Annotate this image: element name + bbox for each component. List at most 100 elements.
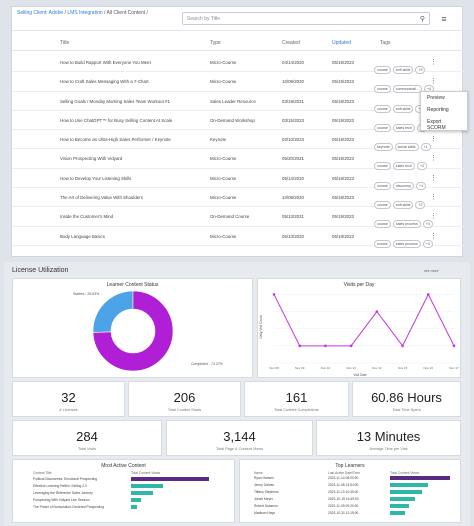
donut-slice-started[interactable]: [92, 290, 134, 333]
stat-time-spent: 60.86 Hours Total Time Spent: [352, 381, 461, 417]
breadcrumb-lms-link[interactable]: LMS Integration: [67, 10, 103, 16]
tag-chip[interactable]: sales tech: [392, 162, 415, 171]
learner-views-bar: [390, 511, 405, 515]
row-created: 05/13/2021: [282, 214, 304, 220]
see-more-link[interactable]: see more: [424, 269, 439, 273]
row-type: Micro-Course: [210, 175, 237, 181]
visits-point[interactable]: [298, 344, 302, 348]
tag-chip[interactable]: keynote: [374, 143, 393, 152]
search-input[interactable]: Search by Title ⚲: [182, 12, 430, 25]
stat-visits: 284 Total Visits: [12, 420, 162, 456]
learner-date-cell: 2023-11-08 13:54:00: [328, 483, 359, 487]
tag-chip[interactable]: discovery: [392, 181, 414, 190]
menu-item-export-scorm[interactable]: Export SCORM: [427, 119, 446, 131]
learner-name-cell[interactable]: Jonah Meyer: [254, 497, 274, 501]
visits-point[interactable]: [401, 344, 404, 348]
table-row[interactable]: Vision Prospecting With Vidyard Micro-Cou…: [12, 149, 464, 171]
license-utilization-section: License Utilization see more Learner Con…: [4, 262, 470, 526]
learner-name-cell[interactable]: Robert Salomon: [254, 504, 278, 508]
table-row[interactable]: How to Use ChatGPT™ for Busy Selling Con…: [12, 111, 464, 132]
more-options-icon[interactable]: ⋮: [430, 194, 437, 202]
row-tags: course discovery +1: [374, 174, 428, 190]
tag-chip[interactable]: course: [374, 123, 391, 132]
donut-slice-completed[interactable]: [92, 290, 174, 372]
tag-chip[interactable]: course: [374, 85, 391, 94]
tag-chip[interactable]: +2: [415, 201, 426, 210]
more-options-icon[interactable]: ⋮: [430, 174, 437, 182]
column-title[interactable]: Title: [60, 40, 70, 46]
table-row[interactable]: How to Develop Your Listening Skills Micr…: [12, 169, 464, 190]
row-title: How to Craft Sales Messaging With a 7-Ch…: [60, 79, 149, 85]
content-title-cell[interactable]: Political Discoveries: Emotional Prospec…: [33, 477, 98, 481]
tag-chip[interactable]: course: [374, 66, 391, 74]
menu-item-preview[interactable]: Preview: [427, 95, 445, 101]
tag-chip[interactable]: sales process: [392, 239, 421, 248]
column-type[interactable]: Type: [210, 40, 221, 46]
tag-chip[interactable]: sales process: [392, 220, 421, 229]
visits-point[interactable]: [349, 344, 353, 348]
learner-status-title: Learner Content Status: [106, 282, 159, 288]
row-updated: 05/19/2023: [332, 117, 354, 123]
tag-chip[interactable]: +1: [420, 143, 431, 152]
table-row[interactable]: How to Build Rapport With Everyone You M…: [12, 53, 464, 74]
table-row[interactable]: Inside the Customer's Mind On-Demand Cour…: [12, 207, 464, 229]
visits-point[interactable]: [426, 293, 430, 296]
tag-chip[interactable]: soft skills: [392, 66, 414, 74]
tag-chip[interactable]: course: [374, 104, 391, 113]
menu-item-reporting[interactable]: Reporting: [427, 107, 449, 113]
tag-chip[interactable]: +2: [416, 162, 428, 171]
table-row[interactable]: Selling Goals / Monday Morning Sales Tea…: [12, 92, 464, 113]
content-title-cell[interactable]: Effective Learning Reflex: Selling 2.0: [33, 484, 87, 488]
more-options-icon[interactable]: ⋮: [430, 155, 437, 163]
column-tags[interactable]: Tags: [380, 40, 391, 46]
column-created[interactable]: Created: [282, 40, 300, 46]
content-title-cell[interactable]: The Power of Nonsolution-Centered Prospe…: [33, 505, 104, 509]
more-options-icon[interactable]: ⋮: [430, 78, 437, 86]
learner-name-cell[interactable]: Jenny Galvan: [254, 483, 275, 487]
visits-point[interactable]: [324, 344, 327, 348]
more-options-icon[interactable]: ⋮: [430, 213, 437, 221]
more-options-icon[interactable]: ⋮: [430, 232, 437, 240]
tag-chip[interactable]: sales tech: [392, 123, 415, 132]
x-tick-label: Nov 10: [321, 366, 331, 370]
more-options-icon[interactable]: ⋮: [430, 136, 437, 144]
stat-label: Total Page & Content Views: [216, 447, 263, 451]
content-title-cell[interactable]: Prospecting With Vidyard Live Session: [33, 498, 90, 502]
tag-chip[interactable]: course: [374, 220, 391, 229]
learner-name-cell[interactable]: Madison Hays: [254, 511, 275, 515]
visits-point[interactable]: [272, 293, 276, 296]
tag-chip[interactable]: course: [374, 239, 391, 248]
breadcrumb-separator: /: [63, 10, 68, 16]
stat-value: 3,144: [223, 429, 256, 444]
learner-name-cell[interactable]: Ryan Hansen: [254, 476, 274, 480]
tag-chip[interactable]: communicati...: [392, 85, 422, 94]
tag-chip[interactable]: soft skills: [392, 201, 414, 210]
tag-chip[interactable]: +3: [422, 220, 433, 229]
tag-chip[interactable]: soft skills: [392, 104, 414, 113]
column-updated[interactable]: Updated: [332, 40, 351, 46]
tag-chip[interactable]: course: [374, 201, 391, 210]
table-row[interactable]: How to Craft Sales Messaging With a 7-Ch…: [12, 72, 464, 94]
breadcrumb-client-link[interactable]: Selling Client: Adobe: [17, 10, 64, 16]
tag-chip[interactable]: course: [374, 181, 391, 190]
content-title-cell[interactable]: Leveraging the Reference Sales Journey: [33, 491, 93, 495]
tag-chip[interactable]: course: [374, 162, 391, 171]
row-type: Micro-Course: [210, 156, 237, 162]
tag-chip[interactable]: +1: [415, 181, 427, 190]
more-options-icon[interactable]: ⋮: [430, 59, 437, 66]
table-row[interactable]: Body Language Basics Micro-Course 05/13/20…: [12, 227, 464, 248]
row-updated: 05/19/2023: [332, 79, 354, 85]
table-row[interactable]: How to Become an Ultra-High Sales Perfor…: [12, 130, 464, 152]
table-row[interactable]: The Art of Delivering Value With Shoulde…: [12, 188, 464, 210]
tag-chip[interactable]: +3: [422, 239, 433, 248]
search-icon[interactable]: ⚲: [419, 16, 425, 23]
visits-point[interactable]: [452, 344, 456, 348]
row-updated: 05/19/2023: [332, 98, 354, 104]
learner-name-cell[interactable]: Tiffany Stephens: [254, 490, 279, 494]
filter-icon[interactable]: ≡: [441, 14, 447, 24]
tag-chip[interactable]: social skills: [394, 143, 419, 152]
visits-point[interactable]: [375, 310, 379, 313]
tag-chip[interactable]: +3: [415, 66, 426, 74]
x-tick-label: Nov 09: [295, 366, 305, 370]
